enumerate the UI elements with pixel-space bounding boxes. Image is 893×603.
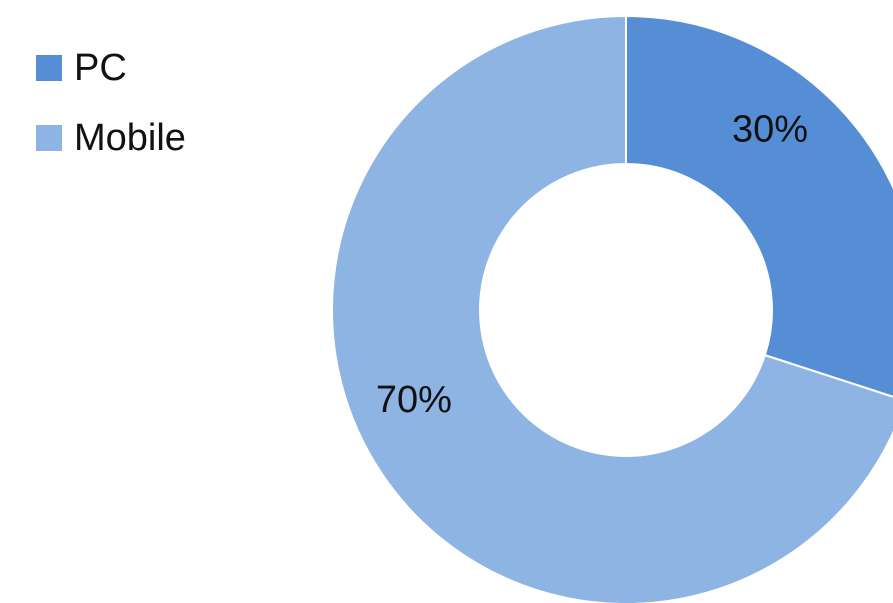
legend-label-mobile: Mobile — [74, 117, 186, 159]
data-label-mobile: 70% — [376, 379, 452, 421]
legend-label-pc: PC — [74, 47, 127, 89]
donut-slice-pc — [625, 14, 893, 398]
legend-item-pc: PC — [36, 44, 186, 92]
legend-swatch-mobile — [36, 125, 62, 151]
chart-legend: PC Mobile — [36, 44, 186, 184]
legend-item-mobile: Mobile — [36, 114, 186, 162]
data-label-pc: 30% — [732, 108, 808, 150]
legend-swatch-pc — [36, 55, 62, 81]
donut-slice-mobile — [331, 14, 893, 603]
